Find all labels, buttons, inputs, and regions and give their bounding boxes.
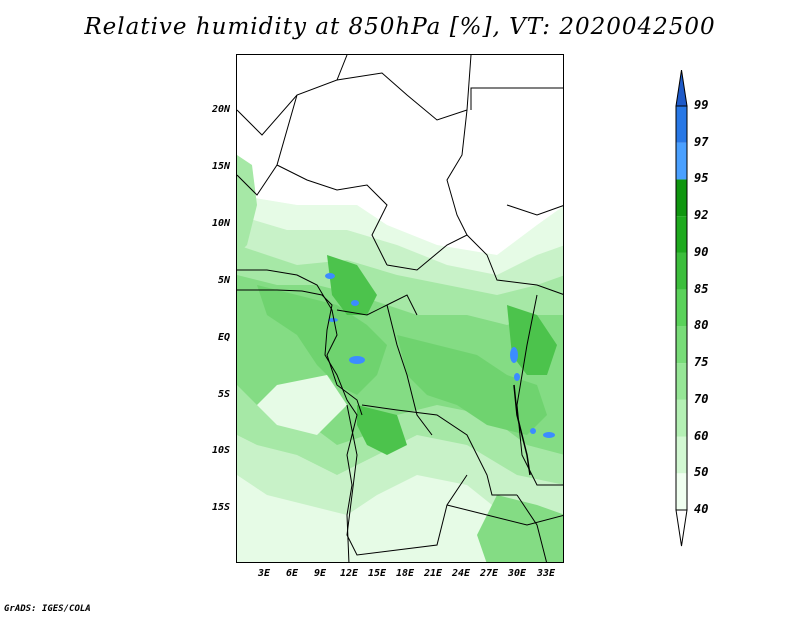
humidity-shading (237, 155, 563, 562)
lat-tick-eq: EQ (217, 332, 230, 343)
lon-tick-21e: 21E (423, 568, 443, 579)
lon-tick-9e: 9E (313, 568, 327, 579)
colorbar-label: 90 (694, 244, 709, 259)
lon-tick-33e: 33E (536, 568, 556, 579)
colorbar-label: 60 (694, 428, 709, 443)
colorbar-segment (676, 399, 687, 437)
lon-tick-12e: 12E (339, 568, 359, 579)
lon-tick-24e: 24E (451, 568, 471, 579)
colorbar-segment (676, 473, 687, 510)
lat-tick-5s: 5S (217, 389, 230, 400)
lat-tick-5n: 5N (217, 275, 230, 286)
lake-outline (513, 384, 531, 476)
lat-tick-10n: 10N (211, 218, 230, 229)
colorbar-label: 70 (694, 391, 709, 406)
colorbar-segment (676, 252, 687, 290)
colorbar-label: 75 (694, 355, 709, 370)
lat-tick-10s: 10S (211, 445, 230, 456)
lat-tick-15s: 15S (211, 502, 230, 513)
lon-tick-6e: 6E (285, 568, 299, 579)
colorbar-above-triangle (675, 70, 688, 107)
colorbar-label: 92 (694, 208, 709, 223)
lat-tick-15n: 15N (211, 161, 230, 172)
saturated-spots (325, 273, 555, 438)
colorbar-label: 80 (694, 318, 709, 333)
colorbar-outline (675, 105, 688, 511)
lat-tick-20n: 20N (211, 104, 230, 115)
country-borders (237, 55, 563, 562)
lon-tick-3e: 3E (257, 568, 271, 579)
colorbar-label: 99 (694, 98, 709, 112)
colorbar-segment (676, 106, 687, 143)
grads-credit: GrADS: IGES/COLA (4, 604, 91, 614)
colorbar-label: 50 (694, 465, 709, 480)
colorbar-segment (676, 436, 687, 474)
map-panel (236, 54, 564, 563)
lon-tick-15e: 15E (367, 568, 387, 579)
colorbar-segment (676, 363, 687, 400)
map-title: Relative humidity at 850hPa [%], VT: 202… (84, 14, 716, 40)
colorbar-segment (676, 142, 687, 180)
coastline (237, 289, 358, 562)
colorbar-segment (676, 326, 687, 364)
lon-tick-18e: 18E (395, 568, 415, 579)
colorbar-label: 40 (694, 502, 709, 516)
colorbar-segment (676, 216, 687, 253)
colorbar-label: 85 (694, 281, 709, 296)
colorbar-label: 97 (694, 134, 709, 149)
colorbar-segment (676, 289, 687, 327)
lon-tick-30e: 30E (507, 568, 527, 579)
colorbar-segment (676, 179, 687, 217)
colorbar-segments (675, 70, 688, 547)
lon-tick-27e: 27E (479, 568, 499, 579)
colorbar-below-triangle (675, 509, 688, 547)
colorbar-label: 95 (694, 171, 709, 186)
humidity-field (237, 55, 563, 562)
colorbar (675, 70, 688, 547)
